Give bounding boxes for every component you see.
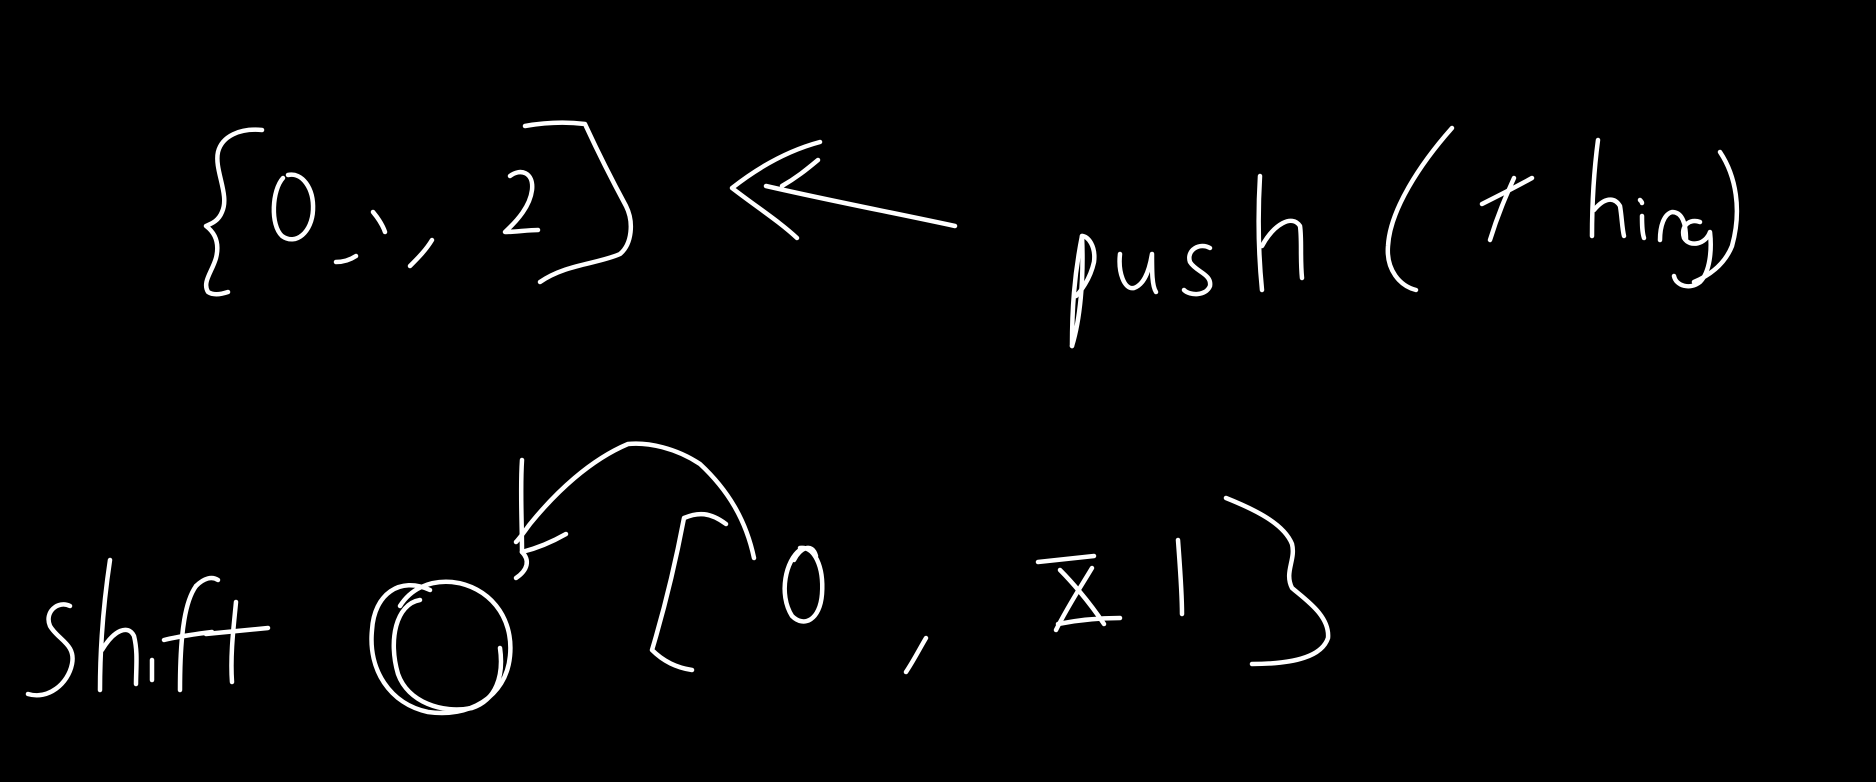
top-digit-1 [370, 209, 388, 235]
bottom-digit-0 [782, 545, 825, 624]
bottom-open-bracket [649, 511, 729, 673]
top-comma-1 [333, 253, 359, 265]
push-word [1069, 173, 1305, 349]
bottom-digit-1 [1175, 537, 1185, 617]
shifted-value-circle [369, 579, 513, 716]
top-digit-2 [502, 169, 541, 235]
push-open-paren [1385, 125, 1455, 293]
top-left-arrow [729, 139, 958, 241]
push-close-paren [1691, 149, 1740, 285]
top-close-bracket [522, 120, 634, 285]
top-digit-0 [271, 172, 316, 242]
top-comma-2 [407, 237, 435, 269]
shift-curved-arrow [513, 441, 757, 581]
thing-word [1479, 137, 1713, 289]
bottom-close-brace [1223, 495, 1331, 667]
crossed-out-digit [1035, 553, 1123, 633]
shift-word [25, 557, 271, 698]
top-open-brace [203, 127, 265, 297]
bottom-comma [903, 635, 929, 675]
